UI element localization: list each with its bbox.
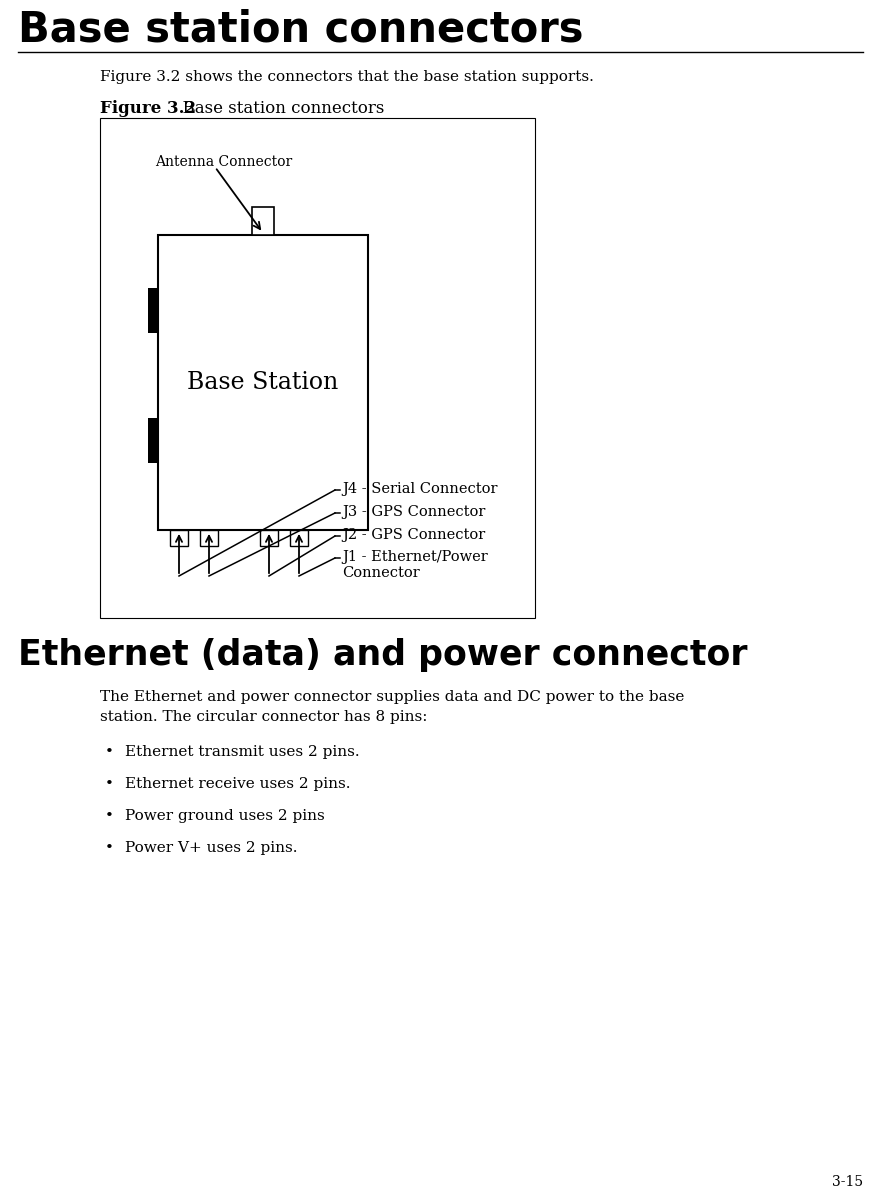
Bar: [200, 531, 218, 546]
Text: J3 - GPS Connector: J3 - GPS Connector: [342, 505, 485, 519]
Text: •: •: [105, 841, 114, 854]
Bar: [148, 288, 158, 333]
Text: Ethernet receive uses 2 pins.: Ethernet receive uses 2 pins.: [125, 777, 351, 791]
Text: Ethernet (data) and power connector: Ethernet (data) and power connector: [18, 638, 747, 672]
Text: Base station connectors: Base station connectors: [172, 100, 384, 117]
Text: •: •: [105, 809, 114, 823]
Text: Power ground uses 2 pins: Power ground uses 2 pins: [125, 809, 325, 823]
Text: J4 - Serial Connector: J4 - Serial Connector: [342, 482, 498, 496]
Text: •: •: [105, 777, 114, 791]
Text: Figure 3.2: Figure 3.2: [100, 100, 196, 117]
Text: Base Station: Base Station: [188, 370, 338, 394]
Text: Power V+ uses 2 pins.: Power V+ uses 2 pins.: [125, 841, 298, 854]
Text: Ethernet transmit uses 2 pins.: Ethernet transmit uses 2 pins.: [125, 744, 359, 759]
Text: 3-15: 3-15: [832, 1175, 863, 1189]
Text: Figure 3.2 shows the connectors that the base station supports.: Figure 3.2 shows the connectors that the…: [100, 71, 594, 84]
Text: J1 - Ethernet/Power
Connector: J1 - Ethernet/Power Connector: [342, 550, 488, 581]
Text: J2 - GPS Connector: J2 - GPS Connector: [342, 528, 485, 543]
Text: station. The circular connector has 8 pins:: station. The circular connector has 8 pi…: [100, 710, 427, 724]
Text: •: •: [105, 744, 114, 759]
Bar: [290, 531, 308, 546]
Bar: [260, 531, 278, 546]
Bar: [148, 418, 158, 462]
Bar: [100, 118, 535, 618]
Bar: [158, 235, 368, 531]
Text: Base station connectors: Base station connectors: [18, 8, 583, 50]
Text: Antenna Connector: Antenna Connector: [155, 155, 292, 168]
Text: The Ethernet and power connector supplies data and DC power to the base: The Ethernet and power connector supplie…: [100, 690, 685, 704]
Bar: [170, 531, 188, 546]
Bar: [252, 207, 274, 235]
